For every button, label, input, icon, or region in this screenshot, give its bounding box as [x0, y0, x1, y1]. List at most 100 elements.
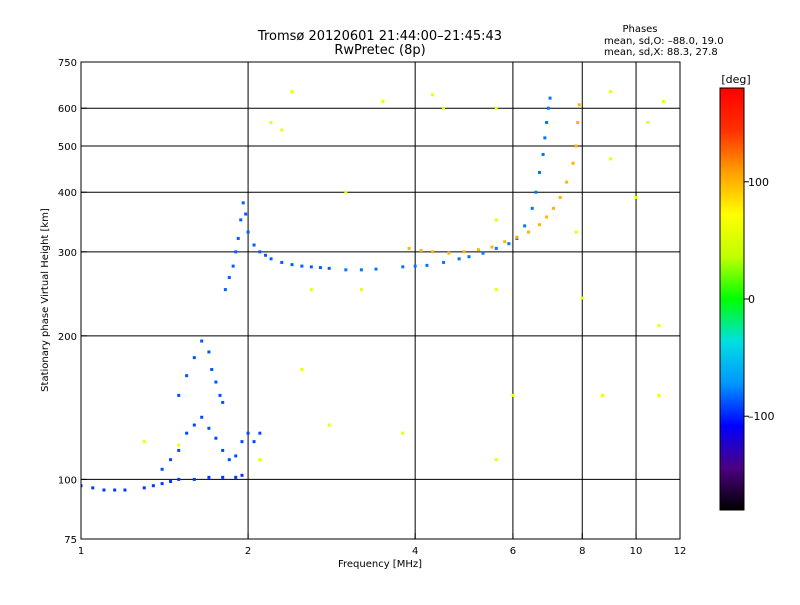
- echo-point: [258, 458, 262, 462]
- colorbar-fill: [719, 87, 745, 511]
- echo-point: [530, 206, 534, 210]
- echo-point: [419, 248, 423, 252]
- echo-point: [258, 431, 262, 435]
- x-axis-label: Frequency [MHz]: [338, 559, 422, 570]
- echo-point: [280, 128, 284, 132]
- echo-point: [462, 250, 466, 254]
- y-axis-ticks: 75 100 200 300 400 500 600 750: [58, 58, 87, 546]
- echo-point: [200, 339, 204, 343]
- x-axis-ticks: 1 2 4 6 8 10 12: [78, 533, 686, 557]
- echo-point: [227, 276, 231, 280]
- echo-point: [467, 255, 471, 259]
- echo-point: [244, 212, 248, 216]
- echo-point: [494, 218, 498, 222]
- colorbar-tick-label: –100: [748, 410, 775, 423]
- echo-point: [223, 288, 227, 292]
- echo-point: [534, 190, 538, 194]
- echo-point: [264, 253, 268, 257]
- echo-point: [374, 267, 378, 271]
- colorbar-tick-label: 100: [748, 176, 769, 189]
- echo-point: [177, 393, 181, 397]
- echo-point: [634, 195, 638, 199]
- echo-point: [241, 201, 245, 205]
- echo-point: [192, 356, 196, 360]
- echo-point: [160, 482, 164, 486]
- echo-point: [425, 263, 429, 267]
- y-tick-label: 200: [58, 332, 77, 343]
- y-tick-label: 100: [58, 475, 77, 486]
- echo-point: [214, 380, 218, 384]
- echo-point: [102, 488, 106, 492]
- plot-frame: [80, 61, 681, 540]
- echo-point: [240, 440, 244, 444]
- echo-point: [515, 235, 519, 239]
- echo-point: [431, 93, 435, 97]
- x-tick-label: 8: [579, 546, 585, 557]
- echo-point: [580, 296, 584, 300]
- echo-point: [252, 243, 256, 247]
- x-tick-label: 10: [630, 546, 643, 557]
- x-tick-label: 1: [78, 546, 84, 557]
- echo-point: [646, 121, 650, 125]
- echo-point: [494, 288, 498, 292]
- echo-point: [240, 473, 244, 477]
- echo-point: [218, 393, 222, 397]
- echo-point: [234, 454, 238, 458]
- echo-point: [221, 448, 225, 452]
- echo-point: [523, 224, 527, 228]
- echo-point: [236, 236, 240, 240]
- echo-point: [252, 440, 256, 444]
- echo-point: [177, 443, 181, 447]
- echo-point: [571, 161, 575, 165]
- y-tick-label: 300: [58, 248, 77, 259]
- echo-point: [558, 195, 562, 199]
- echo-point: [300, 264, 304, 268]
- echo-point: [413, 264, 417, 268]
- echo-point: [151, 484, 155, 488]
- echo-point: [258, 250, 262, 254]
- echo-point: [541, 152, 545, 156]
- echo-point: [246, 230, 250, 234]
- echo-point: [657, 393, 661, 397]
- echo-point: [476, 248, 480, 252]
- echo-point: [185, 431, 189, 435]
- echo-point: [442, 260, 446, 264]
- echo-point: [538, 223, 542, 227]
- grid-lines: [81, 62, 680, 539]
- echo-point: [600, 393, 604, 397]
- echo-point: [210, 367, 214, 371]
- chart-subtitle: RwPretec (8p): [334, 43, 425, 58]
- echo-point: [113, 488, 117, 492]
- echo-point: [234, 475, 238, 479]
- echo-point: [609, 90, 613, 94]
- echo-point: [494, 106, 498, 110]
- echo-point: [221, 475, 225, 479]
- y-tick-label: 750: [58, 58, 77, 69]
- echo-point: [185, 374, 189, 378]
- echo-point: [177, 448, 181, 452]
- echo-point: [327, 266, 331, 270]
- colorbar-tick-label: 0: [748, 293, 755, 306]
- data-points: [81, 90, 665, 492]
- echo-point: [447, 251, 451, 255]
- echo-point: [545, 121, 549, 125]
- echo-point: [290, 263, 294, 267]
- echo-point: [661, 99, 665, 103]
- echo-point: [207, 475, 211, 479]
- echo-point: [207, 350, 211, 354]
- echo-point: [269, 257, 273, 261]
- echo-point: [192, 477, 196, 481]
- echo-point: [548, 96, 552, 100]
- echo-point: [280, 260, 284, 264]
- phases-title: Phases: [622, 24, 657, 35]
- echo-point: [192, 423, 196, 427]
- echo-point: [221, 400, 225, 404]
- echo-point: [481, 251, 485, 255]
- echo-point: [359, 288, 363, 292]
- echo-point: [609, 157, 613, 161]
- x-tick-label: 4: [412, 546, 418, 557]
- echo-point: [231, 264, 235, 268]
- echo-point: [576, 121, 580, 125]
- echo-point: [546, 106, 550, 110]
- echo-point: [290, 90, 294, 94]
